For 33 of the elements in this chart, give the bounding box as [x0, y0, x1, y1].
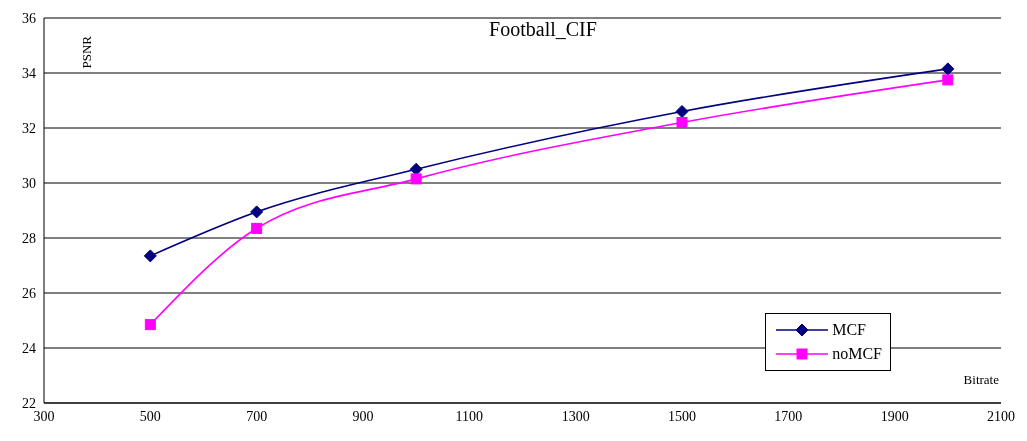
y-tick-label: 26 — [22, 285, 36, 301]
point — [409, 162, 423, 176]
point — [251, 222, 263, 234]
x-tick-label: 1300 — [561, 408, 590, 424]
point — [676, 117, 688, 128]
point — [942, 74, 954, 86]
x-tick-label: 1900 — [880, 408, 909, 424]
y-tick-label: 24 — [22, 340, 36, 356]
point — [250, 205, 264, 219]
x-tick-label: 2100 — [987, 408, 1015, 424]
point — [410, 173, 422, 185]
x-tick-label: 700 — [246, 408, 268, 424]
x-axis-title: Bitrate — [963, 372, 1000, 388]
legend-label: MCF — [832, 321, 866, 339]
y-tick-label: 28 — [22, 230, 36, 246]
y-axis-title: PSNR — [79, 35, 95, 69]
point — [675, 105, 689, 118]
y-tick-label: 34 — [22, 65, 36, 81]
x-tick-label: 1100 — [455, 408, 484, 424]
y-tick-label: 22 — [22, 395, 36, 411]
point — [143, 249, 157, 263]
y-tick-label: 30 — [22, 175, 36, 191]
x-tick-label: 900 — [352, 408, 374, 424]
point — [941, 62, 955, 76]
x-tick-label: 1700 — [774, 408, 803, 424]
chart-title: Football_CIF — [489, 18, 597, 40]
y-tick-label: 32 — [22, 120, 36, 136]
x-tick-label: 1500 — [668, 408, 696, 424]
y-tick-label: 36 — [22, 10, 36, 26]
legend-label: noMCF — [832, 345, 882, 363]
point — [144, 319, 156, 331]
x-tick-label: 500 — [139, 408, 161, 424]
x-tick-label: 300 — [33, 408, 55, 424]
